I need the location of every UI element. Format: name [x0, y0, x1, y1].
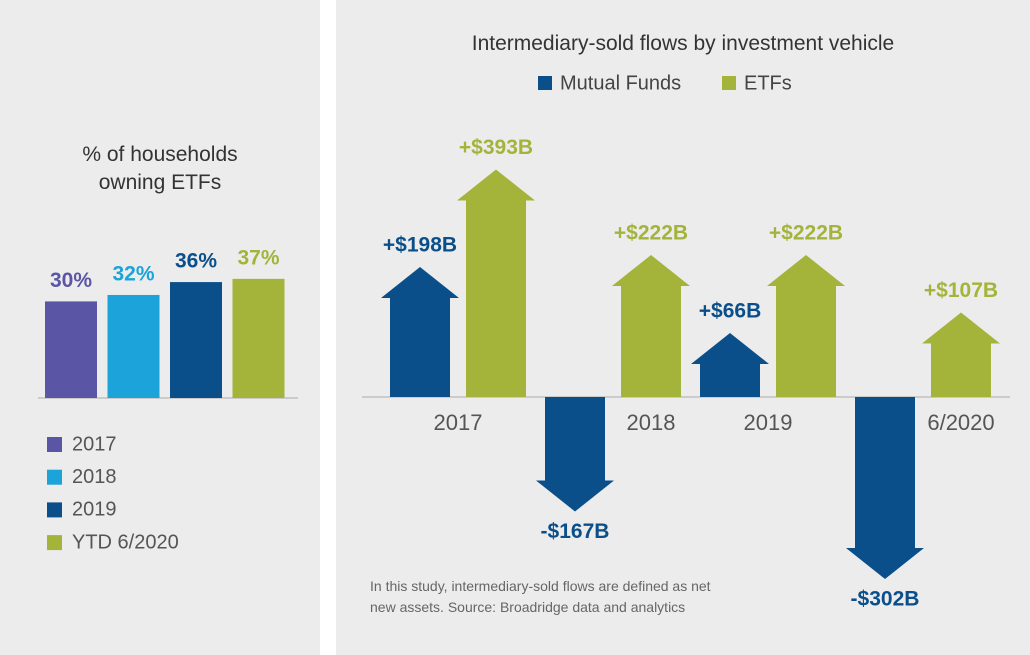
- bar: [107, 294, 160, 398]
- arrow: [612, 255, 690, 397]
- chart-title: Intermediary-sold flows by investment ve…: [471, 32, 895, 55]
- legend-swatch: [722, 76, 736, 90]
- arrow: [381, 267, 459, 397]
- legend-label: 2018: [72, 466, 117, 488]
- legend-swatch: [47, 535, 62, 551]
- arrow: [536, 397, 614, 512]
- legend-label: YTD 6/2020: [72, 531, 179, 553]
- value-label: +$222B: [769, 222, 843, 245]
- legend-label: 2017: [72, 433, 117, 455]
- x-tick-label: 2019: [744, 410, 793, 435]
- value-label: +$393B: [459, 136, 533, 159]
- legend-label: 2019: [72, 499, 117, 521]
- value-label: +$107B: [924, 279, 998, 302]
- bar: [170, 282, 222, 398]
- legend-label: Mutual Funds: [560, 72, 681, 94]
- arrow: [767, 255, 845, 397]
- arrow: [846, 397, 924, 579]
- bar: [232, 278, 285, 398]
- legend-swatch: [47, 502, 62, 518]
- value-label: 32%: [112, 263, 154, 286]
- bar: [45, 301, 97, 398]
- value-label: +$198B: [383, 234, 457, 257]
- legend-label: ETFs: [744, 72, 792, 94]
- arrow: [691, 333, 769, 397]
- value-label: -$302B: [851, 588, 920, 611]
- value-label: 30%: [50, 269, 92, 292]
- note: In this study, intermediary-sold flows a…: [370, 578, 711, 615]
- value-label: 36%: [175, 250, 217, 273]
- x-tick-label: 6/2020: [927, 410, 994, 435]
- legend-swatch: [47, 469, 62, 485]
- value-label: +$222B: [614, 222, 688, 245]
- arrow: [922, 312, 1000, 397]
- value-label: +$66B: [699, 300, 761, 323]
- value-label: -$167B: [541, 520, 610, 543]
- chart-title: % of households owning ETFs: [82, 143, 238, 194]
- arrow: [457, 169, 535, 397]
- legend-swatch: [538, 76, 552, 90]
- x-tick-label: 2017: [434, 410, 483, 435]
- x-tick-label: 2018: [627, 410, 676, 435]
- legend-swatch: [47, 437, 62, 452]
- value-label: 37%: [237, 246, 279, 269]
